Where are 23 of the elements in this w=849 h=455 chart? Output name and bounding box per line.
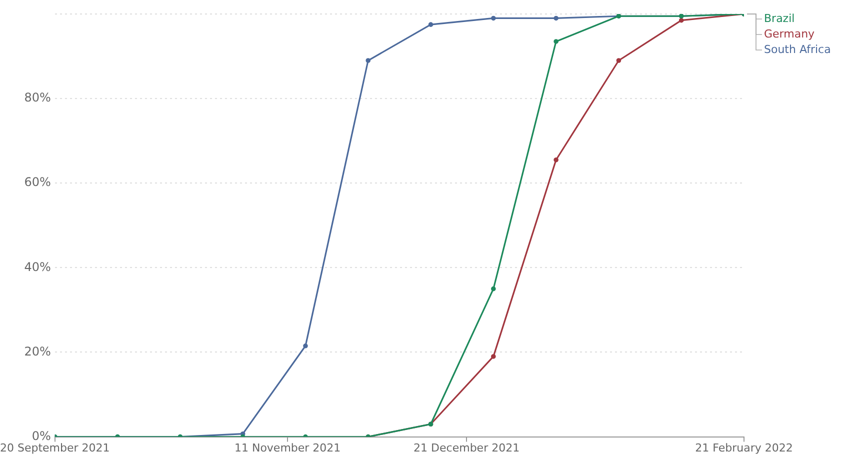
x-tick-label: 20 September 2021 xyxy=(0,441,110,454)
y-tick-label: 0% xyxy=(32,428,51,443)
point xyxy=(491,16,496,21)
y-tick-label: 20% xyxy=(24,344,51,358)
point xyxy=(616,58,622,63)
point xyxy=(428,22,434,27)
point xyxy=(303,344,308,348)
point xyxy=(554,157,558,162)
y-tick-label: 80% xyxy=(24,90,51,105)
point xyxy=(554,39,558,44)
point xyxy=(491,354,496,359)
x-tick-label: 21 February 2022 xyxy=(695,441,793,454)
point xyxy=(366,58,371,63)
series-label: Brazil xyxy=(764,12,795,25)
x-tick-label: 11 November 2021 xyxy=(234,441,341,454)
point xyxy=(491,286,496,292)
y-tick-label: 60% xyxy=(24,175,51,190)
x-tick-label: 21 December 2021 xyxy=(414,441,520,454)
point xyxy=(554,16,558,21)
text: South Africa xyxy=(764,42,831,56)
text: Germany xyxy=(764,27,816,40)
point xyxy=(678,18,684,23)
y-tick-label: 40% xyxy=(24,260,51,274)
